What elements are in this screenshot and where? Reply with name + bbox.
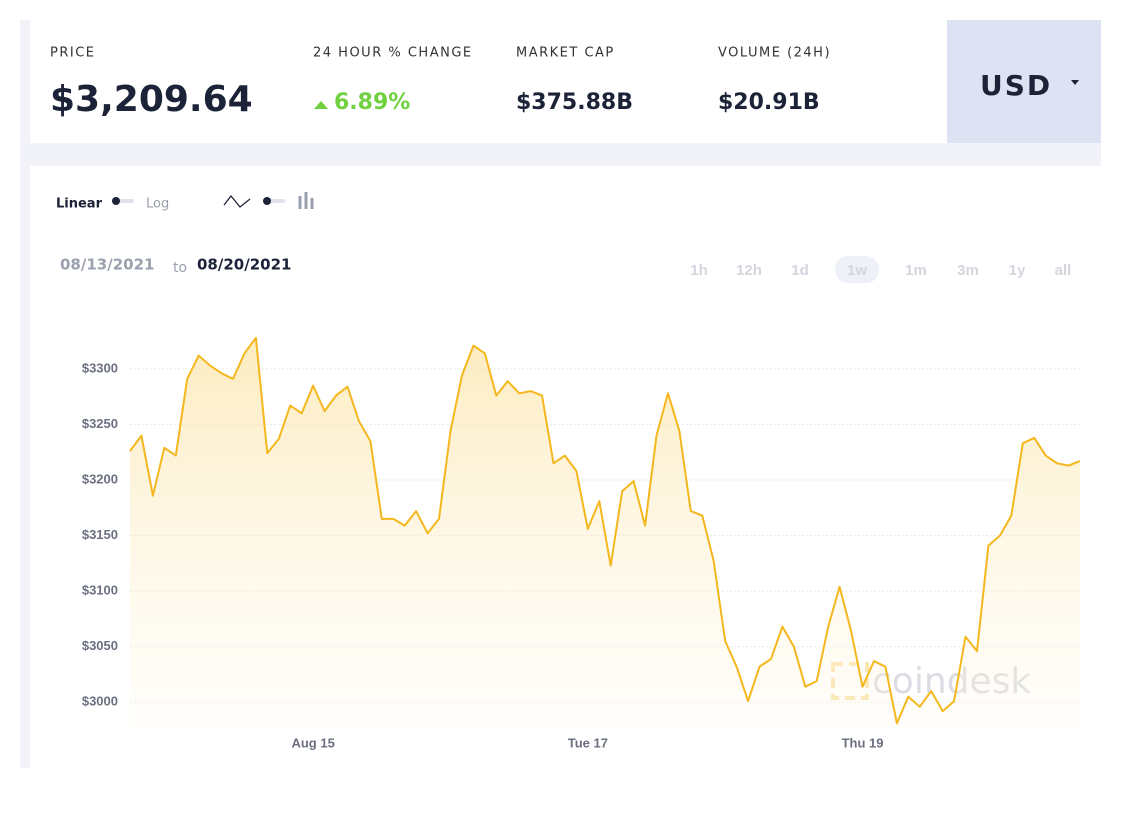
y-tick-label: $3000 — [82, 694, 118, 709]
line-icon[interactable] — [223, 194, 251, 208]
x-tick-label: Tue 17 — [568, 735, 608, 750]
scale-option[interactable]: Log — [146, 197, 169, 212]
stat-label: MARKET CAP — [516, 46, 615, 61]
range-button[interactable]: 1w — [847, 262, 867, 279]
price-line — [129, 336, 1081, 725]
caret — [1071, 80, 1079, 85]
header — [30, 20, 947, 143]
y-tick-label: $3300 — [82, 360, 118, 375]
stat-label: VOLUME (24H) — [718, 46, 831, 61]
range-button[interactable]: 12h — [736, 262, 762, 279]
stat-value: $3,209.64 — [50, 79, 253, 120]
range-active-bg — [835, 256, 879, 283]
toggle-knob — [112, 197, 120, 205]
y-tick-label: $3200 — [82, 471, 118, 486]
bar-icon[interactable] — [298, 192, 314, 209]
stat-value: $20.91B — [718, 90, 820, 115]
range-button[interactable]: 1d — [791, 262, 809, 279]
range-button[interactable]: 3m — [957, 262, 979, 279]
up-arrow — [314, 101, 328, 109]
y-tick-label: $3100 — [82, 583, 118, 598]
scale-option[interactable]: Linear — [56, 197, 103, 212]
date-from[interactable]: 08/13/2021 — [60, 256, 154, 274]
date-sep: to — [173, 260, 187, 276]
y-tick-label: $3050 — [82, 638, 118, 653]
stat-label: 24 HOUR % CHANGE — [313, 46, 473, 61]
x-tick-label: Thu 19 — [842, 735, 884, 750]
range-button[interactable]: 1y — [1009, 262, 1026, 279]
range-button[interactable]: all — [1055, 262, 1072, 279]
y-tick-label: $3150 — [82, 527, 118, 542]
currency-label[interactable]: USD — [980, 69, 1052, 102]
stat-label: PRICE — [50, 46, 96, 61]
stat-value: $375.88B — [516, 90, 633, 115]
toggle-knob — [263, 197, 271, 205]
range-button[interactable]: 1m — [905, 262, 927, 279]
x-tick-label: Aug 15 — [291, 735, 334, 750]
y-tick-label: $3250 — [82, 416, 118, 431]
stat-value: 6.89% — [334, 90, 410, 115]
range-button[interactable]: 1h — [690, 262, 708, 279]
date-to[interactable]: 08/20/2021 — [197, 256, 291, 274]
